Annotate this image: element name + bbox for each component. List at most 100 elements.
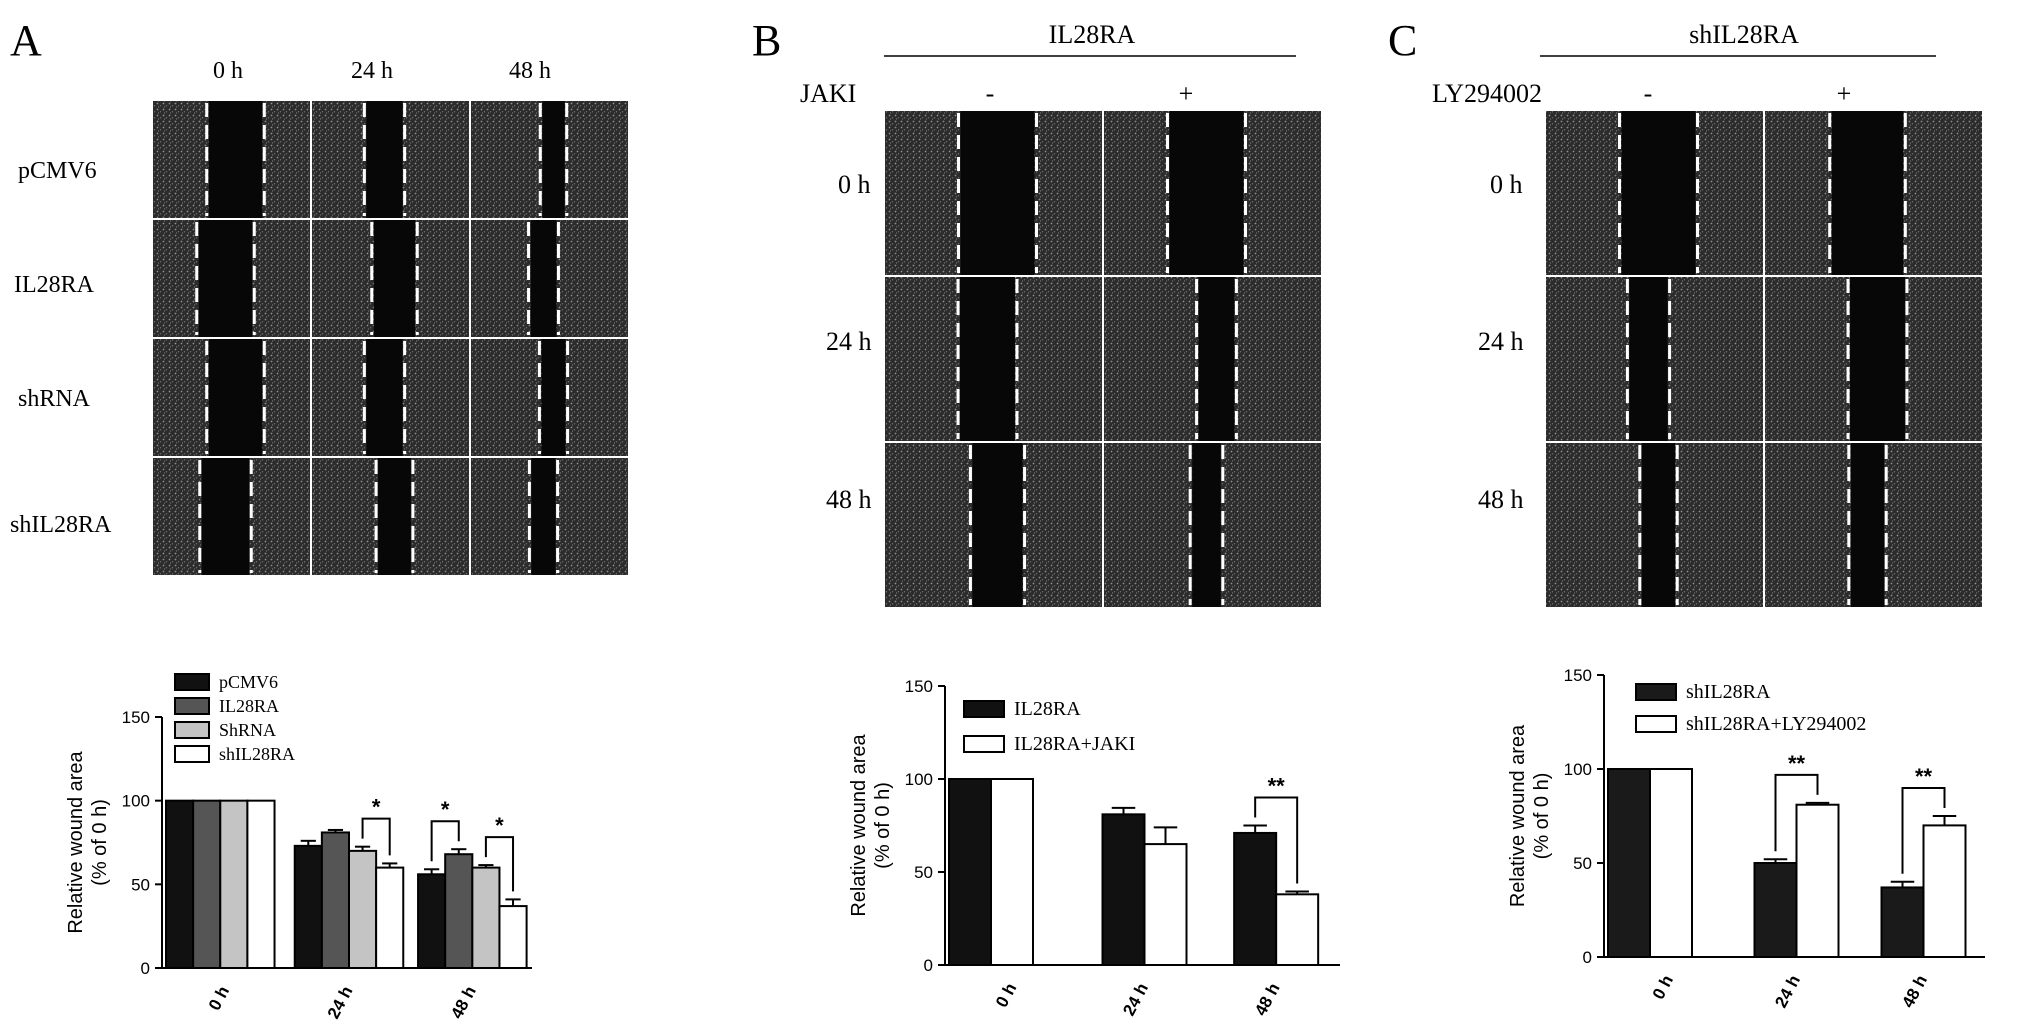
panel-c-y-axis-label: Relative wound area bbox=[1507, 724, 1529, 907]
panel-b-row-48h: 48 h bbox=[826, 485, 872, 514]
panel-c-bar bbox=[1753, 862, 1798, 958]
panel-a-micrograph bbox=[312, 458, 469, 575]
panel-a-bar bbox=[165, 799, 195, 970]
panel-a-row-shrna: shRNA bbox=[18, 386, 91, 412]
panel-c-bar bbox=[1880, 886, 1925, 958]
panel-a-legend-label: shIL28RA bbox=[219, 744, 295, 764]
panel-a-col-48h: 48 h bbox=[509, 58, 551, 84]
panel-c: C shIL28RA LY294002 - + 0 h 24 h 48 h 0 5… bbox=[1388, 16, 1985, 1011]
panel-b-significance-label: ** bbox=[1268, 774, 1286, 799]
panel-c-bar bbox=[1922, 824, 1967, 959]
panel-c-micrograph bbox=[1765, 111, 1982, 275]
panel-a-bar-chart: 0 50 100 150 Relative wound area (% of 0 h) 0 … bbox=[65, 672, 532, 1022]
panel-a-legend-label: pCMV6 bbox=[219, 672, 278, 692]
panel-b-bar bbox=[990, 778, 1034, 966]
panel-a-bar bbox=[444, 853, 474, 969]
panel-b-y-tick-label: 50 bbox=[914, 863, 933, 882]
panel-a-col-0h: 0 h bbox=[213, 58, 243, 84]
panel-b-y-axis-unit: (% of 0 h) bbox=[872, 782, 894, 869]
panel-a-y-tick-label: 150 bbox=[122, 708, 150, 727]
panel-c-legend-label: shIL28RA bbox=[1686, 681, 1771, 703]
panel-c-significance-bracket bbox=[1901, 787, 1946, 874]
panel-a-letter: A bbox=[10, 16, 42, 65]
panel-c-x-tick-label: 0 h bbox=[1649, 972, 1677, 1003]
panel-a-micrograph bbox=[153, 220, 310, 337]
panel-c-legend-label: shIL28RA+LY294002 bbox=[1686, 713, 1866, 735]
panel-a-micrograph bbox=[312, 339, 469, 456]
panel-a-significance-bracket bbox=[361, 817, 391, 856]
panel-b-bar bbox=[1101, 813, 1146, 967]
panel-a-row-pcmv6: pCMV6 bbox=[18, 158, 97, 184]
panel-b-x-tick-label: 24 h bbox=[1119, 980, 1152, 1019]
panel-a-significance-label: * bbox=[441, 797, 450, 822]
panel-a-y-tick-label: 50 bbox=[131, 875, 150, 894]
panel-c-x-tick-label: 24 h bbox=[1771, 972, 1804, 1011]
panel-b-significance-bracket bbox=[1254, 796, 1299, 884]
panel-a-y-tick-label: 0 bbox=[141, 959, 150, 978]
panel-a-bar bbox=[219, 799, 249, 970]
panel-a-micrograph bbox=[312, 101, 469, 218]
panel-a-bar bbox=[320, 831, 351, 970]
panel-a-bar bbox=[246, 799, 276, 970]
panel-c-y-tick-label: 100 bbox=[1564, 760, 1592, 779]
panel-a-significance-label: * bbox=[372, 795, 381, 820]
panel-a-significance-bracket bbox=[430, 820, 460, 862]
panel-b-row-24h: 24 h bbox=[826, 327, 872, 356]
panel-a-legend-swatch bbox=[174, 745, 210, 763]
panel-b-col-minus: - bbox=[986, 79, 995, 108]
panel-c-row-24h: 24 h bbox=[1478, 327, 1524, 356]
panel-b-y-tick-label: 150 bbox=[905, 677, 933, 696]
panel-c-micrograph bbox=[1546, 277, 1763, 441]
panel-c-bar bbox=[1795, 803, 1840, 958]
panel-a-x-tick-label: 0 h bbox=[205, 983, 233, 1014]
panel-c-group-label: shIL28RA bbox=[1689, 20, 1799, 49]
panel-c-micrograph bbox=[1546, 443, 1763, 607]
panel-a-image-grid bbox=[153, 101, 628, 575]
panel-b-bar bbox=[1275, 893, 1320, 967]
panel-b-condition-label: JAKI bbox=[800, 79, 856, 108]
panel-a-bar bbox=[192, 799, 222, 970]
panel-b-y-axis-label: Relative wound area bbox=[848, 733, 870, 916]
panel-c-significance-label: ** bbox=[1788, 751, 1806, 776]
panel-b-bar-chart: 0 50 100 150 Relative wound area (% of 0 h) 0 … bbox=[848, 677, 1340, 1019]
panel-a-micrograph bbox=[471, 101, 628, 218]
panel-a-y-axis-unit: (% of 0 h) bbox=[89, 799, 111, 886]
panel-a-micrograph bbox=[153, 339, 310, 456]
panel-c-bar bbox=[1649, 768, 1693, 958]
panel-b-legend-label: IL28RA bbox=[1014, 698, 1081, 720]
panel-c-letter: C bbox=[1388, 16, 1417, 65]
panel-b-bar bbox=[1143, 843, 1188, 966]
panel-a-legend-swatch bbox=[174, 721, 210, 739]
panel-c-row-0h: 0 h bbox=[1490, 170, 1523, 199]
panel-a-bar bbox=[375, 866, 405, 969]
panel-c-condition-label: LY294002 bbox=[1432, 79, 1542, 108]
panel-c-y-tick-label: 50 bbox=[1573, 854, 1592, 873]
panel-a-bar bbox=[498, 905, 528, 970]
panel-b-legend-swatch bbox=[963, 700, 1005, 718]
panel-b: B IL28RA JAKI - + 0 h 24 h 48 h 0 50 100 15… bbox=[752, 16, 1340, 1019]
panel-a-col-24h: 24 h bbox=[351, 58, 393, 84]
panel-c-y-tick-label: 0 bbox=[1583, 948, 1592, 967]
panel-a-micrograph bbox=[471, 458, 628, 575]
panel-a-micrograph bbox=[471, 339, 628, 456]
panel-c-significance-bracket bbox=[1774, 773, 1819, 852]
panel-b-group-label: IL28RA bbox=[1049, 20, 1136, 49]
panel-a-significance-label: * bbox=[495, 813, 504, 838]
panel-a-micrograph bbox=[471, 220, 628, 337]
panel-a-legend-swatch bbox=[174, 697, 210, 715]
panel-c-legend-swatch bbox=[1635, 683, 1677, 701]
panel-c-image-grid bbox=[1546, 111, 1982, 607]
panel-a-significance-bracket bbox=[484, 836, 515, 892]
panel-a-bar bbox=[417, 873, 447, 969]
panel-b-micrograph bbox=[1104, 277, 1321, 441]
panel-b-micrograph bbox=[885, 443, 1102, 607]
panel-a-legend-label: IL28RA bbox=[219, 696, 279, 716]
panel-b-y-tick-label: 0 bbox=[924, 956, 933, 975]
panel-a: A 0 h 24 h 48 h pCMV6 IL28RA shRNA shIL2… bbox=[10, 16, 628, 1022]
panel-a-bar bbox=[471, 866, 501, 969]
panel-b-micrograph bbox=[1104, 111, 1321, 275]
panel-c-significance-label: ** bbox=[1915, 764, 1933, 789]
panel-a-x-tick-label: 24 h bbox=[324, 983, 357, 1022]
panel-b-micrograph bbox=[885, 277, 1102, 441]
